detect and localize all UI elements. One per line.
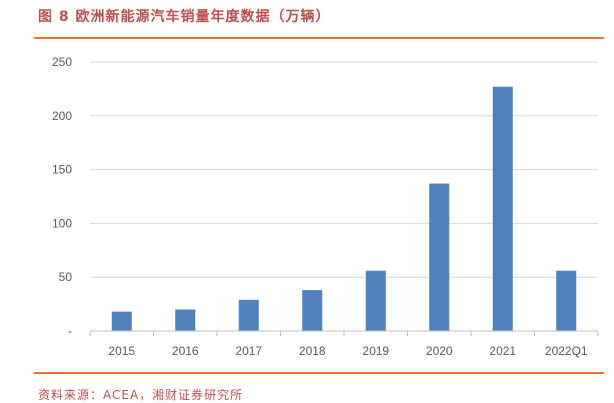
- y-tick-label: 250: [52, 55, 72, 69]
- bar: [429, 183, 450, 331]
- y-tick-label: 50: [59, 270, 73, 284]
- x-tick-label: 2021: [489, 344, 516, 358]
- bar: [175, 309, 196, 331]
- x-tick-label: 2016: [172, 344, 199, 358]
- source-note: 资料来源：ACEA，湘财证券研究所: [38, 388, 244, 402]
- x-tick-label: 2018: [299, 344, 326, 358]
- x-tick-label: 2020: [426, 344, 453, 358]
- bars: [111, 86, 577, 331]
- x-tick-label: 2019: [362, 344, 389, 358]
- figure-title: 图 8 欧洲新能源汽车销量年度数据（万辆）: [38, 9, 331, 25]
- bar: [111, 311, 132, 331]
- gridlines: [90, 61, 598, 278]
- bar: [238, 299, 259, 331]
- x-axis-ticks: 2015 2016 2017 2018 2019 2020 2021 2022Q1: [89, 331, 599, 358]
- x-tick-label: 2015: [108, 344, 135, 358]
- x-tick-label: 2022Q1: [545, 344, 588, 358]
- y-tick-label: -: [68, 324, 72, 338]
- y-tick-label: 100: [52, 216, 72, 230]
- source-rule: [34, 372, 604, 374]
- x-tick-label: 2017: [235, 344, 262, 358]
- title-rule: [34, 37, 604, 39]
- y-tick-label: 200: [52, 109, 72, 123]
- bar: [556, 270, 577, 331]
- y-tick-label: 150: [52, 163, 72, 177]
- bar: [492, 86, 513, 331]
- y-axis-ticks: - 50 100 150 200 250: [52, 55, 72, 338]
- bar: [302, 290, 323, 331]
- bar: [365, 270, 386, 331]
